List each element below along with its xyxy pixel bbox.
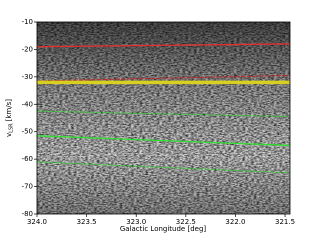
plot-background — [37, 22, 290, 214]
y-tick-label: -50 — [22, 128, 33, 136]
x-tick-label: 322.5 — [176, 218, 196, 226]
x-tick-label: 324.0 — [27, 218, 47, 226]
series-line — [37, 110, 290, 118]
y-axis-label-unit: [km/s] — [5, 99, 13, 122]
y-axis-label-sub: LSR — [8, 123, 14, 133]
y-tick-label: -70 — [22, 183, 33, 191]
y-tick-label: -30 — [22, 73, 33, 81]
x-tick-label: 323.0 — [126, 218, 146, 226]
series-line — [37, 161, 290, 174]
x-tick-label: 323.5 — [77, 218, 97, 226]
y-tick-label: -40 — [22, 100, 33, 108]
y-tick-label: -10 — [22, 18, 33, 26]
y-tick-label: -80 — [22, 210, 33, 218]
series-line — [37, 43, 290, 48]
y-tick-label: -60 — [22, 155, 33, 163]
y-axis-label: vLSR[km/s] — [5, 99, 14, 137]
y-axis-label-main: v — [5, 133, 13, 137]
series-layer — [37, 43, 290, 174]
x-tick-label: 322.0 — [225, 218, 245, 226]
y-tick-label: -20 — [22, 45, 33, 53]
series-line — [37, 74, 290, 82]
x-axis-label: Galactic Longitude [deg] — [120, 225, 207, 233]
x-tick-label: 321.5 — [275, 218, 295, 226]
plot-frame — [36, 21, 291, 215]
series-line — [37, 135, 290, 147]
